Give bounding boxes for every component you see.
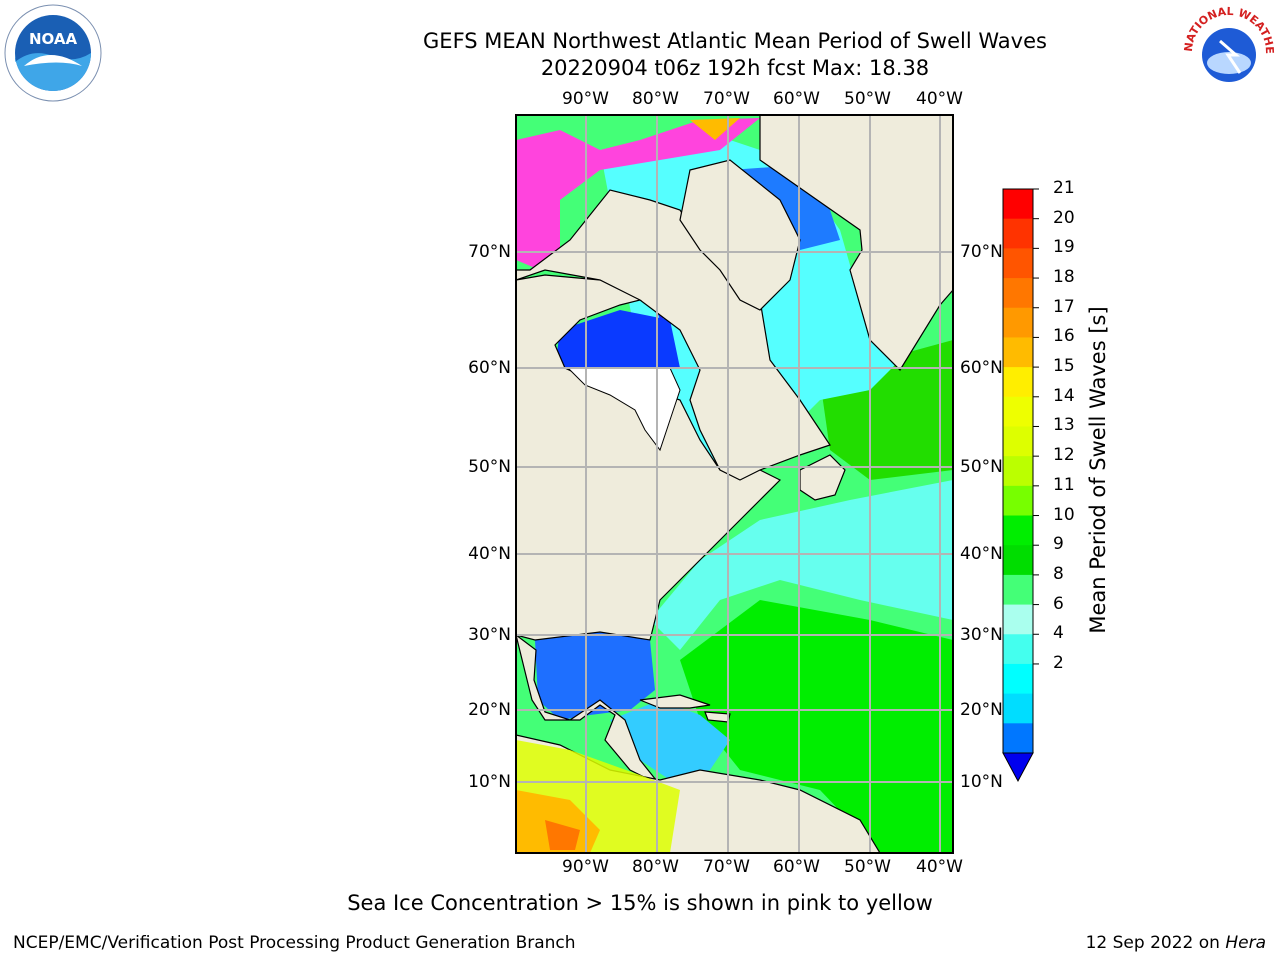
lon-label-top: 90°W — [562, 89, 609, 109]
footer-date-text: 12 Sep 2022 on — [1085, 933, 1220, 953]
swell-field-blue-gulf — [535, 632, 655, 720]
colorbar-tick-label: 9 — [1053, 534, 1064, 555]
colorbar-segment — [1003, 456, 1033, 487]
lat-label-right: 30°N — [960, 625, 1003, 645]
map-frame — [515, 114, 954, 854]
lon-label-bottom: 50°W — [844, 857, 891, 877]
lon-label-bottom: 60°W — [773, 857, 820, 877]
lat-label-right: 20°N — [960, 700, 1003, 720]
lon-label-top: 50°W — [844, 89, 891, 109]
lon-label-top: 60°W — [773, 89, 820, 109]
lon-label-top: 70°W — [703, 89, 750, 109]
colorbar-segment — [1003, 663, 1033, 695]
colorbar-tick-label: 6 — [1053, 593, 1064, 614]
colorbar-tick-label: 13 — [1053, 415, 1075, 436]
colorbar-tick-label: 14 — [1053, 385, 1075, 406]
colorbar-tick-label: 15 — [1053, 356, 1075, 377]
noaa-logo: NOAA — [4, 4, 102, 106]
lat-label-right: 10°N — [960, 772, 1003, 792]
map-title: GEFS MEAN Northwest Atlantic Mean Period… — [423, 29, 1047, 53]
map-subtitle: 20220904 t06z 192h fcst Max: 18.38 — [540, 56, 930, 80]
lat-label-left: 20°N — [468, 700, 511, 720]
colorbar-segment — [1003, 396, 1033, 427]
map-panel — [516, 115, 953, 853]
colorbar-tick-label: 2 — [1053, 652, 1064, 673]
colorbar-segment — [1003, 485, 1033, 517]
colorbar-frame — [1002, 188, 1034, 754]
colorbar-segment — [1003, 545, 1033, 576]
colorbar-tick-label: 16 — [1053, 326, 1075, 347]
colorbar-segment — [1003, 574, 1033, 606]
swell-field-green — [680, 600, 953, 853]
colorbar-segment — [1003, 723, 1033, 754]
colorbar — [1002, 188, 1039, 783]
land-hispaniola — [704, 711, 731, 723]
colorbar-tick-label: 4 — [1053, 623, 1064, 644]
colorbar-segment — [1003, 515, 1033, 546]
lat-label-right: 40°N — [960, 544, 1003, 564]
lon-label-top: 80°W — [632, 89, 679, 109]
lon-label-bottom: 90°W — [562, 857, 609, 877]
colorbar-tick-label: 12 — [1053, 445, 1075, 466]
nws-logo: NATIONAL WEATHER SERVICE — [1176, 0, 1278, 105]
swell-field-southamerica-hot — [516, 790, 600, 853]
footer-host: Hera — [1225, 933, 1266, 953]
lon-label-bottom: 80°W — [632, 857, 679, 877]
colorbar-tick-label: 19 — [1053, 237, 1075, 258]
colorbar-tick-label: 17 — [1053, 296, 1075, 317]
colorbar-under-triangle — [1002, 752, 1034, 783]
colorbar-segment — [1003, 337, 1033, 368]
sea-ice-note: Sea Ice Concentration > 15% is shown in … — [347, 891, 933, 915]
lat-label-right: 60°N — [960, 358, 1003, 378]
swell-field-cyan — [650, 480, 953, 650]
colorbar-segment — [1003, 218, 1033, 249]
lat-label-left: 50°N — [468, 457, 511, 477]
swell-field-southamerica-hotter — [545, 820, 580, 850]
lat-label-left: 40°N — [468, 544, 511, 564]
colorbar-tick-label: 8 — [1053, 563, 1064, 584]
lon-label-bottom: 70°W — [703, 857, 750, 877]
footer-date: 12 Sep 2022 on Hera — [1086, 933, 1266, 953]
colorbar-label: Mean Period of Swell Waves [s] — [1086, 306, 1110, 634]
lon-label-bottom: 40°W — [916, 857, 963, 877]
colorbar-segment — [1003, 634, 1033, 665]
colorbar-segment — [1003, 189, 1033, 220]
colorbar-tick-label: 10 — [1053, 504, 1075, 525]
colorbar-segment — [1003, 426, 1033, 457]
footer-branch: NCEP/EMC/Verification Post Processing Pr… — [13, 933, 576, 953]
colorbar-segment — [1003, 278, 1033, 309]
noaa-logo-text: NOAA — [29, 30, 78, 48]
land-baffin — [679, 159, 801, 311]
colorbar-tick-label: 11 — [1053, 474, 1075, 495]
land-greenland — [759, 115, 953, 371]
nodata-james-bay — [566, 367, 681, 452]
colorbar-segment — [1003, 307, 1033, 338]
lat-label-left: 30°N — [468, 625, 511, 645]
colorbar-segment — [1003, 604, 1033, 635]
ice-pink-arctic — [516, 118, 760, 270]
lat-label-right: 70°N — [960, 242, 1003, 262]
colorbar-segment — [1003, 693, 1033, 724]
colorbar-segment — [1003, 367, 1033, 398]
colorbar-tick-label: 20 — [1053, 207, 1075, 228]
lon-label-top: 40°W — [916, 89, 963, 109]
lat-label-left: 60°N — [468, 358, 511, 378]
colorbar-tick-label: 18 — [1053, 267, 1075, 288]
colorbar-tick-label: 21 — [1053, 178, 1075, 198]
lat-label-right: 50°N — [960, 457, 1003, 477]
graticule — [516, 115, 953, 853]
colorbar-segment — [1003, 248, 1033, 279]
lat-label-left: 70°N — [468, 242, 511, 262]
lat-label-left: 10°N — [468, 772, 511, 792]
